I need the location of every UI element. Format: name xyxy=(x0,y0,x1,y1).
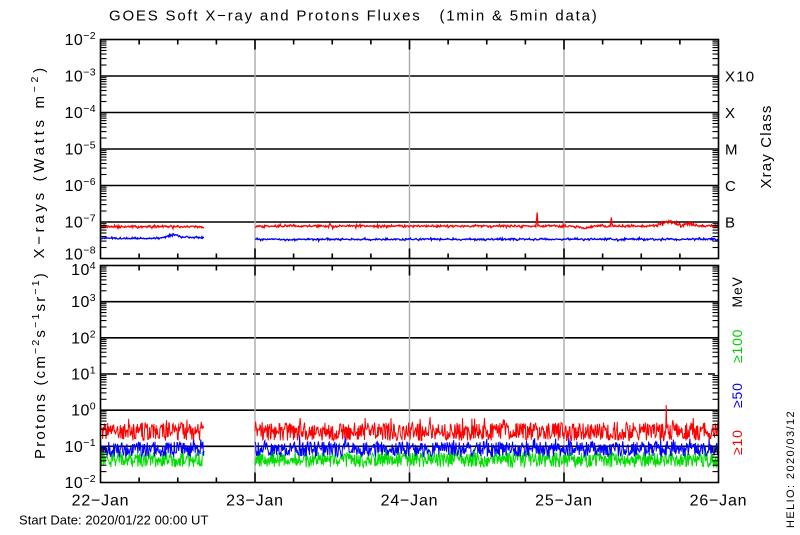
svg-text:HELIO: 2020/03/12: HELIO: 2020/03/12 xyxy=(785,410,797,528)
svg-text:103: 103 xyxy=(71,292,96,311)
svg-text:C: C xyxy=(725,178,737,195)
svg-text:25−Jan: 25−Jan xyxy=(535,493,593,510)
svg-text:23−Jan: 23−Jan xyxy=(226,493,284,510)
svg-text:X−rays (Watts m−2): X−rays (Watts m−2) xyxy=(29,64,48,258)
svg-text:102: 102 xyxy=(71,328,96,347)
svg-text:≥50: ≥50 xyxy=(729,382,745,408)
svg-text:M: M xyxy=(725,142,739,159)
svg-text:Protons (cm−2s−1sr−1): Protons (cm−2s−1sr−1) xyxy=(30,271,49,459)
svg-text:MeV: MeV xyxy=(729,276,745,307)
svg-text:Start Date: 2020/01/22 00:00 U: Start Date: 2020/01/22 00:00 UT xyxy=(19,513,208,528)
svg-text:GOES Soft X−ray and Protons Fl: GOES Soft X−ray and Protons Fluxes (1min… xyxy=(109,8,599,25)
svg-text:100: 100 xyxy=(71,401,96,420)
svg-text:Xray Class: Xray Class xyxy=(758,104,775,188)
svg-text:B: B xyxy=(725,215,736,232)
svg-text:≥10: ≥10 xyxy=(729,429,745,455)
svg-text:101: 101 xyxy=(71,365,96,384)
svg-text:104: 104 xyxy=(71,260,96,279)
svg-text:X10: X10 xyxy=(725,69,755,86)
svg-text:22−Jan: 22−Jan xyxy=(72,493,130,510)
svg-text:X: X xyxy=(725,105,736,122)
svg-text:≥100: ≥100 xyxy=(729,329,745,363)
svg-text:10−1: 10−1 xyxy=(65,437,96,456)
svg-text:26−Jan: 26−Jan xyxy=(690,493,748,510)
svg-text:24−Jan: 24−Jan xyxy=(381,493,439,510)
